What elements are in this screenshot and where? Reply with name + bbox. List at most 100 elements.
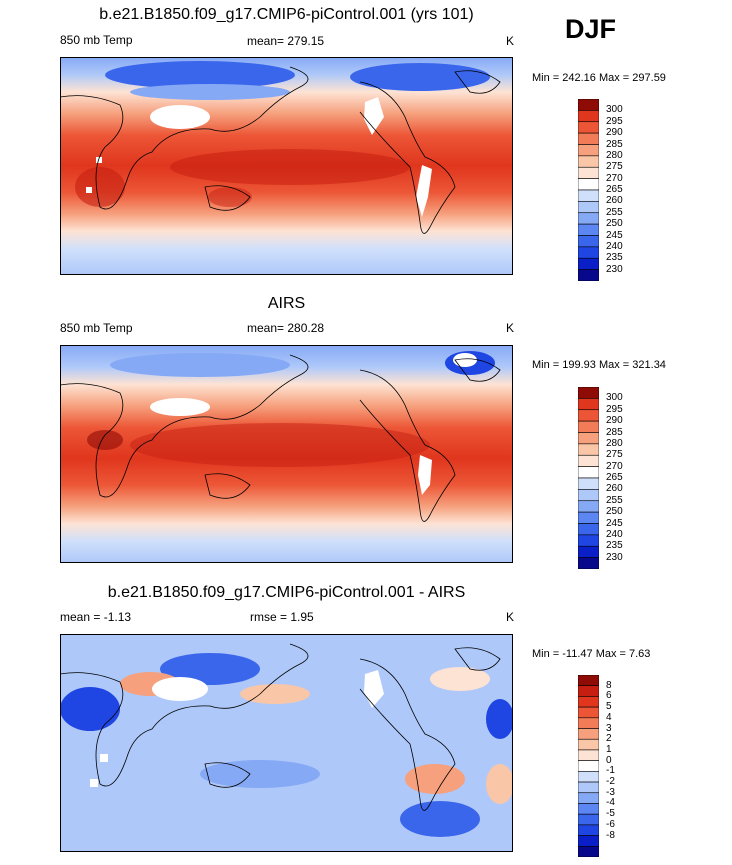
colorbar-box <box>578 489 599 502</box>
colorbar-box <box>578 466 599 479</box>
cb3-label: -8 <box>606 829 615 841</box>
colorbar-box <box>578 144 599 157</box>
panel3-colorbar <box>578 675 599 857</box>
colorbar-box <box>578 132 599 145</box>
panel2-title: AIRS <box>267 295 306 312</box>
cb2-label: 265 <box>606 472 623 483</box>
panel1-colorbar <box>578 99 599 281</box>
panel3-center-label: rmse = 1.95 <box>250 610 314 624</box>
cb3-label: -5 <box>606 808 615 820</box>
colorbar-box <box>578 728 599 740</box>
panel1-title: b.e21.B1850.f09_g17.CMIP6-piControl.001 … <box>99 6 474 23</box>
cb1-label: 250 <box>606 218 623 230</box>
cb1-label: 280 <box>606 149 623 161</box>
cb3-label: -4 <box>606 797 615 809</box>
cb1-label: 290 <box>606 127 623 139</box>
colorbar-box <box>578 500 599 513</box>
colorbar-box <box>578 246 599 259</box>
colorbar-box <box>578 803 599 815</box>
colorbar-box <box>578 235 599 248</box>
panel1-minmax: Min = 242.16 Max = 297.59 <box>532 72 666 84</box>
panel3-title: b.e21.B1850.f09_g17.CMIP6-piControl.001 … <box>107 584 466 601</box>
colorbar-box <box>578 420 599 433</box>
panel3-missing-data <box>90 670 384 787</box>
season-label: DJF <box>565 14 617 44</box>
colorbar-box <box>578 813 599 826</box>
cb3-label: 3 <box>606 722 612 734</box>
colorbar-box <box>578 269 599 281</box>
colorbar-box <box>578 696 599 708</box>
colorbar-box <box>578 121 599 134</box>
cb2-label: 255 <box>606 494 623 506</box>
cb2-label: 280 <box>606 437 623 449</box>
colorbar-box <box>578 545 599 558</box>
colorbar-box <box>578 223 599 236</box>
panel2-units: K <box>506 321 515 335</box>
panel1-center-label: mean= 279.15 <box>247 34 325 48</box>
colorbar-box <box>578 189 599 202</box>
colorbar-box <box>578 454 599 467</box>
colorbar-box <box>578 178 599 191</box>
cb1-label: 235 <box>606 252 623 264</box>
colorbar-box <box>578 432 599 445</box>
cb1-label: 265 <box>606 184 623 195</box>
cb2-label: 245 <box>606 517 623 529</box>
colorbar-box <box>578 835 599 847</box>
colorbar-box <box>578 110 599 123</box>
cb2-label: 295 <box>606 403 623 415</box>
panel1-warm-patches <box>75 149 410 207</box>
panel2-minmax: Min = 199.93 Max = 321.34 <box>532 359 666 371</box>
colorbar-box <box>578 781 599 794</box>
cb3-label: -6 <box>606 818 615 830</box>
cb3-label: -2 <box>606 776 615 788</box>
colorbar-box <box>578 166 599 179</box>
cb1-label: 300 <box>606 104 623 116</box>
cb3-label: 5 <box>606 701 612 713</box>
panel2-warm-patches <box>87 423 430 467</box>
cb3-label: 8 <box>606 679 612 691</box>
cb3-label: -3 <box>606 786 615 798</box>
cb2-label: 230 <box>606 551 623 563</box>
cb2-label: 285 <box>606 426 623 438</box>
panel3-units: K <box>506 610 515 624</box>
colorbar-box <box>578 443 599 456</box>
colorbar-box <box>578 792 599 804</box>
cb1-label: 240 <box>606 240 623 252</box>
panel2-left-label: 850 mb Temp <box>60 321 133 335</box>
colorbar-box <box>578 523 599 536</box>
panel2-colorbar <box>578 387 599 569</box>
colorbar-box <box>578 675 599 687</box>
panel3-minmax: Min = -11.47 Max = 7.63 <box>532 648 651 660</box>
colorbar-box <box>578 738 599 751</box>
colorbar-box <box>578 760 599 772</box>
colorbar-box <box>578 201 599 214</box>
colorbar-box <box>578 155 599 168</box>
cb3-label: -1 <box>606 765 615 777</box>
colorbar-box <box>578 534 599 547</box>
cb3-label: 2 <box>606 733 612 745</box>
panel2-map <box>60 345 513 563</box>
cb1-label: 275 <box>606 161 623 173</box>
cb2-label: 260 <box>606 483 623 495</box>
colorbar-box <box>578 557 599 569</box>
cb1-label: 255 <box>606 206 623 218</box>
cb3-label: 4 <box>606 711 612 723</box>
colorbar-box <box>578 845 599 857</box>
cb3-label: 0 <box>606 754 612 766</box>
colorbar-box <box>578 409 599 422</box>
cb2-label: 300 <box>606 392 623 404</box>
cb1-label: 245 <box>606 229 623 241</box>
colorbar-box <box>578 717 599 729</box>
colorbar-box <box>578 257 599 270</box>
panel1-missing-data <box>86 97 432 217</box>
colorbar-box <box>578 398 599 411</box>
panel2-center-label: mean= 280.28 <box>247 321 325 335</box>
cb1-label: 270 <box>606 172 623 184</box>
cb1-label: 260 <box>606 195 623 207</box>
colorbar-box <box>578 212 599 225</box>
colorbar-box <box>578 99 599 111</box>
colorbar-box <box>578 685 599 697</box>
cb2-label: 250 <box>606 506 623 518</box>
cb3-label: 1 <box>606 743 612 755</box>
cb2-label: 290 <box>606 415 623 427</box>
